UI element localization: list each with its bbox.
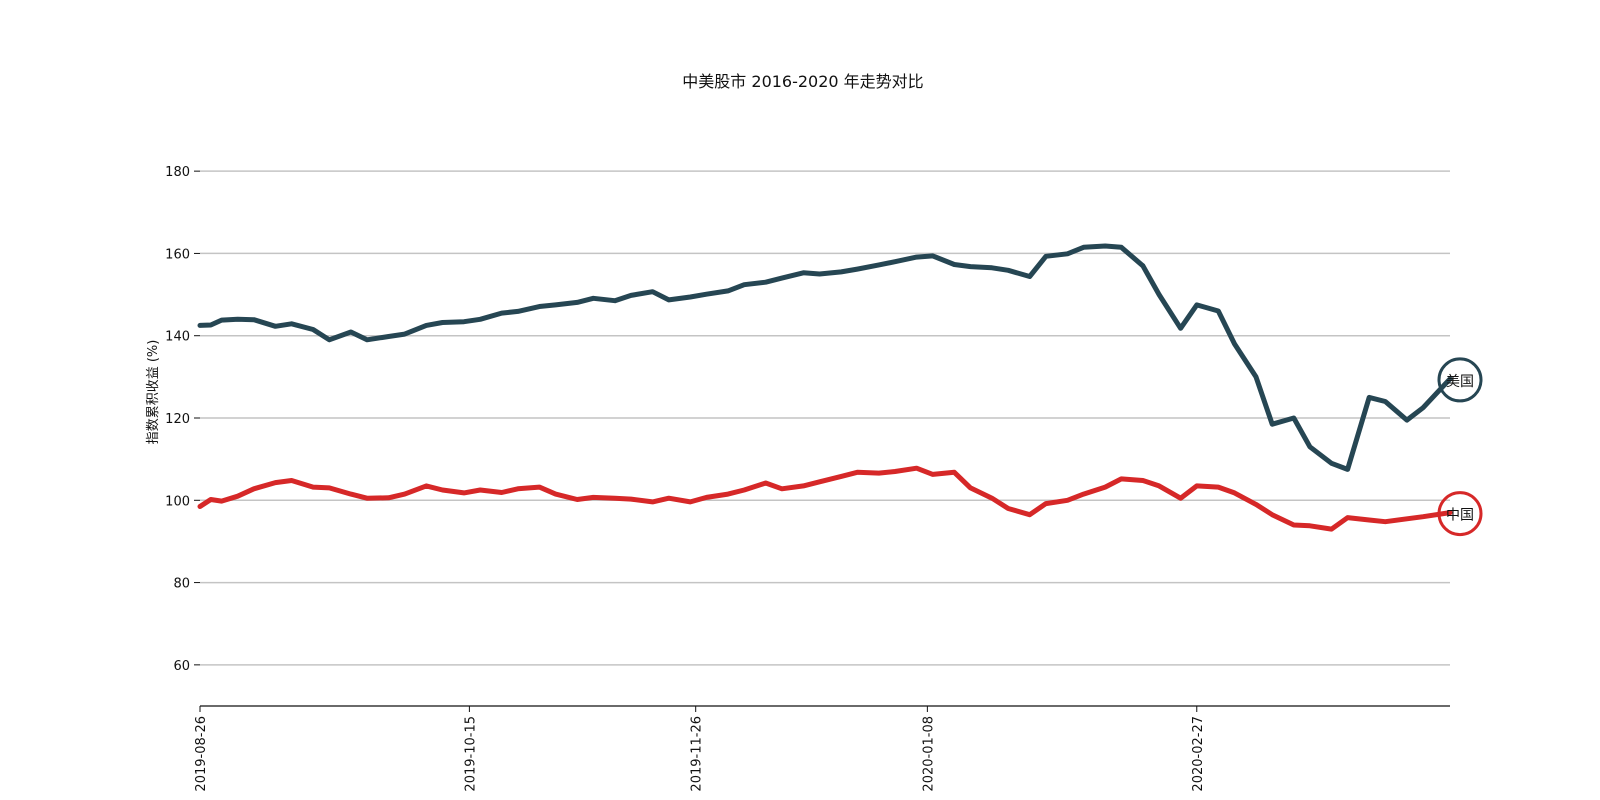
y-tick-label: 160: [165, 247, 190, 262]
series-line-0: [197, 243, 1453, 472]
x-tick-label: 2020-01-08: [921, 716, 936, 792]
y-tick-label: 100: [165, 494, 190, 509]
series-line-1: [197, 465, 1453, 532]
series-end-marker: [1437, 357, 1483, 403]
series-end-label: 中国: [1446, 508, 1474, 524]
x-tick-label: 2019-10-15: [463, 716, 478, 792]
series-end-marker: [1437, 491, 1483, 537]
y-tick-label: 140: [165, 330, 190, 345]
x-tick-label: 2019-08-26: [194, 716, 209, 792]
series-layer: [197, 243, 1453, 532]
y-tick-label: 180: [165, 165, 190, 180]
series-end-label: 美国: [1446, 374, 1474, 390]
axes-layer: 60 80 100 120 140 160 180 2019-08-26 2019-10-15 2…: [165, 165, 1450, 792]
chart-title: 中美股市 2016-2020 年走势对比: [682, 72, 923, 91]
y-tick-label: 80: [173, 577, 190, 592]
x-tick-label: 2020-02-27: [1191, 716, 1206, 792]
grid-layer: [200, 170, 1450, 666]
y-tick-label: 60: [173, 659, 190, 674]
y-tick-label: 120: [165, 412, 190, 427]
x-tick-label: 2019-11-26: [690, 716, 705, 792]
y-axis-label: 指数累积收益 (%): [146, 340, 161, 445]
